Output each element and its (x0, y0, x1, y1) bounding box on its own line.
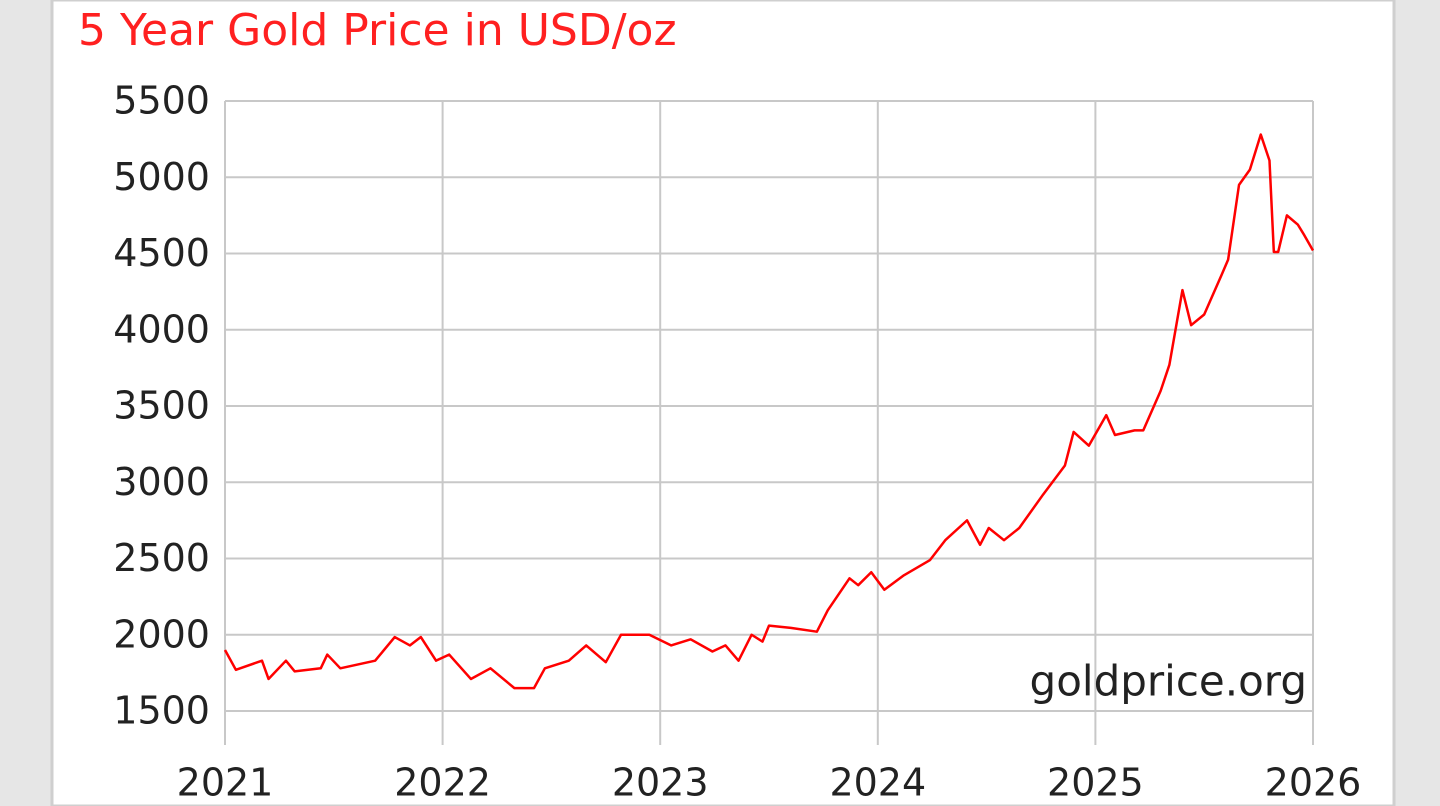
y-tick-label: 3000 (113, 460, 210, 504)
y-tick-label: 1500 (113, 689, 210, 733)
y-tick-label: 4500 (113, 231, 210, 275)
x-tick-label: 2024 (829, 761, 926, 805)
price-line (223, 133, 1315, 690)
x-tick-label: 2026 (1265, 761, 1362, 805)
y-tick-label: 3500 (113, 384, 210, 428)
watermark: goldprice.org (1030, 657, 1307, 706)
x-tick-label: 2022 (394, 761, 491, 805)
y-tick-label: 5500 (113, 79, 210, 123)
x-tick-label: 2025 (1047, 761, 1144, 805)
y-tick-label: 4000 (113, 307, 210, 351)
y-tick-label: 2000 (113, 612, 210, 656)
y-tick-label: 5000 (113, 155, 210, 199)
x-tick-label: 2021 (177, 761, 274, 805)
chart-title: 5 Year Gold Price in USD/oz (78, 5, 677, 56)
x-tick-label: 2023 (612, 761, 709, 805)
y-tick-label: 2500 (113, 536, 210, 580)
